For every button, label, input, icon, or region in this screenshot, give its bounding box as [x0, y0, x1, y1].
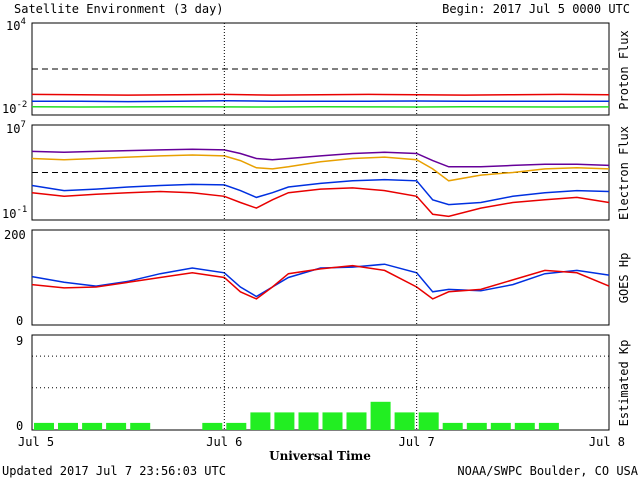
x-tick-label: Jul 6 — [206, 435, 242, 449]
proton-ytick-top: 104 — [6, 17, 26, 33]
kp-bar — [226, 423, 246, 430]
x-tick-label: Jul 5 — [18, 435, 54, 449]
electron-ytick-top: 107 — [6, 120, 26, 136]
kp-bar — [250, 412, 270, 430]
kp-bar — [443, 423, 463, 430]
hp-ytick-top: 200 — [4, 228, 26, 242]
proton-flux-label: Proton Flux — [617, 30, 631, 109]
kp-bar — [347, 412, 367, 430]
kp-bar — [58, 423, 78, 430]
electron-flux-plot — [32, 149, 609, 216]
proton-flux-series-blue — [32, 101, 609, 102]
x-tick-label: Jul 7 — [399, 435, 435, 449]
kp-panel-frame — [32, 335, 609, 430]
kp-bar — [323, 412, 343, 430]
electron-flux-series-blue — [32, 180, 609, 205]
kp-bar — [130, 423, 150, 430]
kp-bar — [34, 423, 54, 430]
electron-ytick-bottom: 10-1 — [2, 205, 27, 221]
kp-bar — [106, 423, 126, 430]
credit-text: NOAA/SWPC Boulder, CO USA — [457, 464, 638, 478]
goes-hp-plot — [32, 264, 609, 299]
kp-bar — [467, 423, 487, 430]
kp-bar — [395, 412, 415, 430]
kp-bar — [202, 423, 222, 430]
kp-bar — [419, 412, 439, 430]
x-axis-ticks: Jul 5 Jul 6 Jul 7 Jul 8 — [18, 435, 625, 449]
electron-flux-series-red — [32, 188, 609, 217]
goes-hp-label: GOES Hp — [617, 253, 631, 304]
kp-ytick-top: 9 — [16, 334, 23, 348]
x-tick-label: Jul 8 — [589, 435, 625, 449]
kp-bar — [299, 412, 319, 430]
kp-ytick-bottom: 0 — [16, 419, 23, 433]
begin-time: Begin: 2017 Jul 5 0000 UTC — [442, 2, 630, 16]
estimated-kp-plot — [32, 356, 609, 430]
kp-bar — [274, 412, 294, 430]
updated-time: Updated 2017 Jul 7 23:56:03 UTC — [2, 464, 226, 478]
chart-title: Satellite Environment (3 day) — [14, 2, 224, 16]
kp-bar — [491, 423, 511, 430]
kp-bar — [371, 402, 391, 430]
x-axis-label: Universal Time — [269, 449, 371, 463]
proton-flux-series-red — [32, 94, 609, 95]
proton-ytick-bottom: 10-2 — [2, 100, 27, 116]
kp-bar — [82, 423, 102, 430]
kp-bar — [539, 423, 559, 430]
proton-flux-plot — [32, 69, 609, 107]
hp-ytick-bottom: 0 — [16, 314, 23, 328]
day-divider-lines — [224, 23, 416, 430]
kp-bar — [515, 423, 535, 430]
electron-flux-series-orange — [32, 155, 609, 181]
electron-flux-label: Electron Flux — [617, 126, 631, 220]
estimated-kp-label: Estimated Kp — [617, 340, 631, 427]
